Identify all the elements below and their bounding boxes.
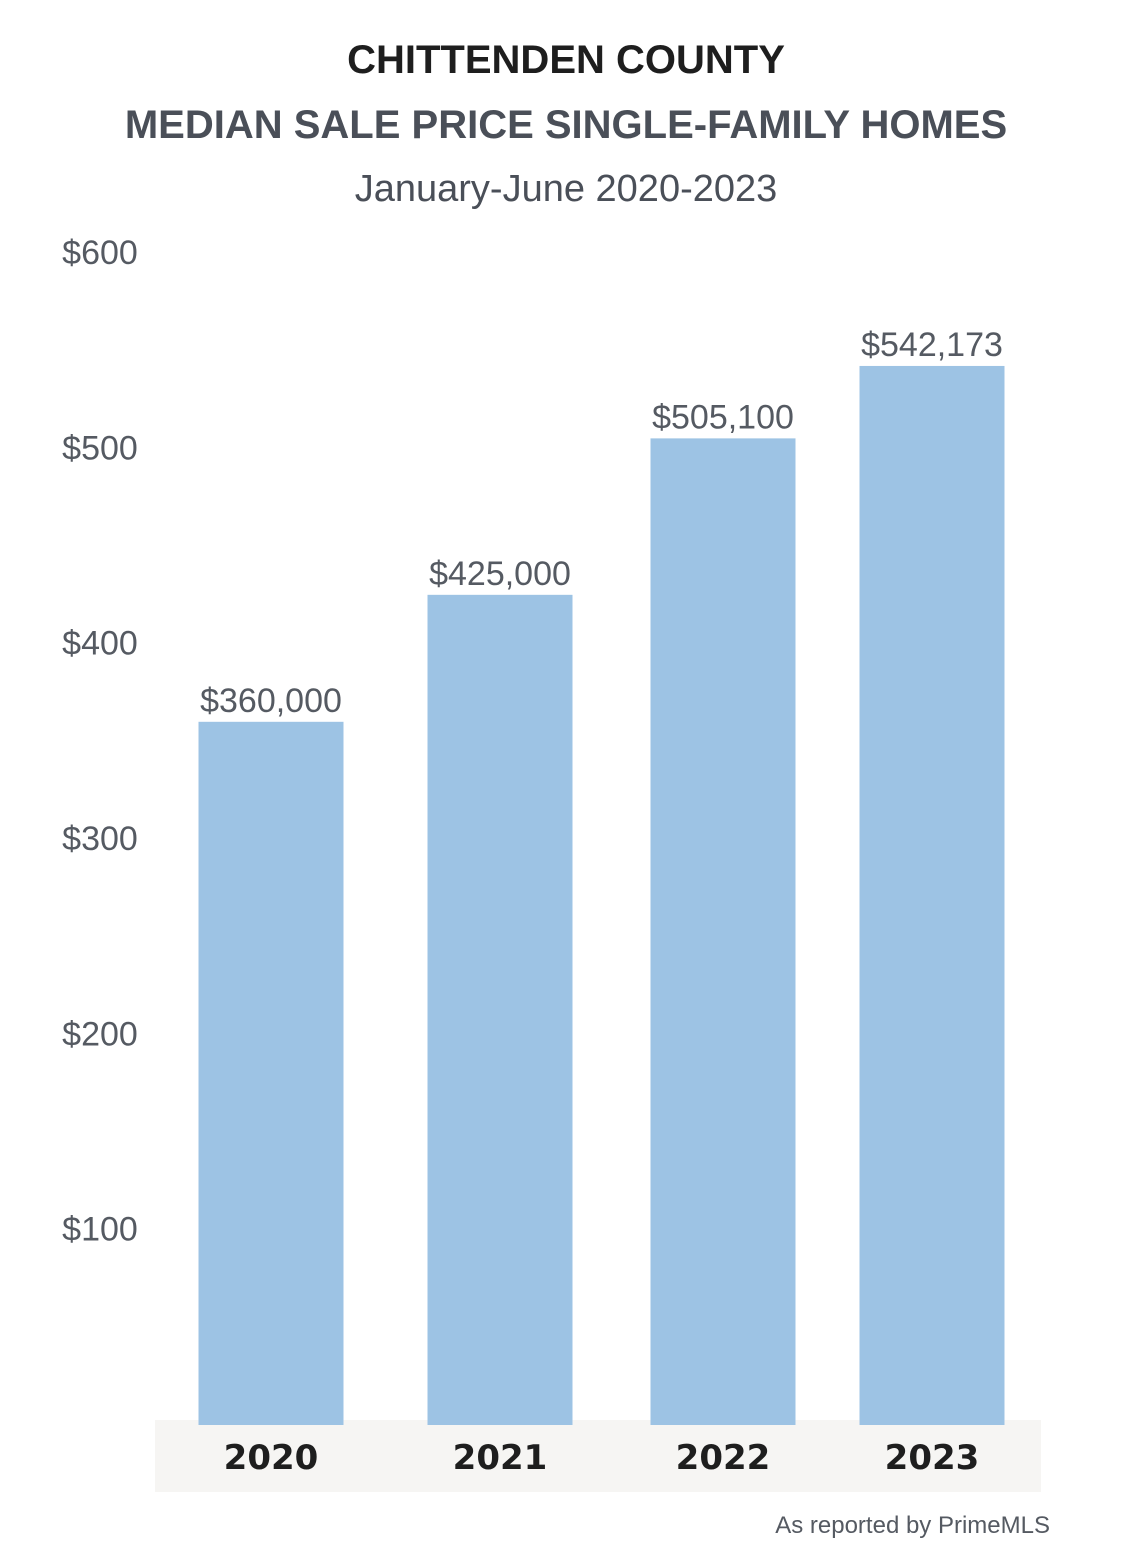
bar-2020: [198, 721, 344, 1425]
y-tick-label: $600: [62, 234, 138, 272]
bar-value-labels: $360,000 $425,000 $505,100 $542,173: [200, 326, 1003, 720]
bar-value-label: $425,000: [429, 555, 571, 593]
chart-subtitle: MEDIAN SALE PRICE SINGLE-FAMILY HOMES: [124, 103, 1008, 147]
chart-title: CHITTENDEN COUNTY: [347, 38, 785, 82]
bar-2022: [650, 438, 796, 1425]
bars: [198, 365, 1005, 1425]
x-tick-label: 2023: [885, 1438, 980, 1478]
x-tick-label: 2022: [676, 1438, 771, 1478]
bar-2021: [427, 594, 573, 1425]
bar-2023: [859, 365, 1005, 1425]
chart-period: January-June 2020-2023: [354, 168, 778, 210]
x-tick-label: 2021: [453, 1438, 548, 1478]
bar-value-label: $505,100: [652, 398, 794, 436]
x-tick-label: 2020: [224, 1438, 319, 1478]
bar-value-label: $360,000: [200, 682, 342, 720]
y-tick-label: $500: [62, 429, 138, 467]
y-axis-ticks: $100 $200 $300 $400 $500 $600: [62, 234, 138, 1249]
y-tick-label: $200: [62, 1015, 138, 1053]
y-tick-label: $100: [62, 1211, 138, 1249]
category-band: [155, 1420, 1041, 1492]
x-axis-labels: 2020 2021 2022 2023: [224, 1438, 980, 1478]
source-note: As reported by PrimeMLS: [775, 1512, 1050, 1539]
y-tick-label: $300: [62, 820, 138, 858]
y-tick-label: $400: [62, 625, 138, 663]
bar-value-label: $542,173: [861, 326, 1003, 364]
